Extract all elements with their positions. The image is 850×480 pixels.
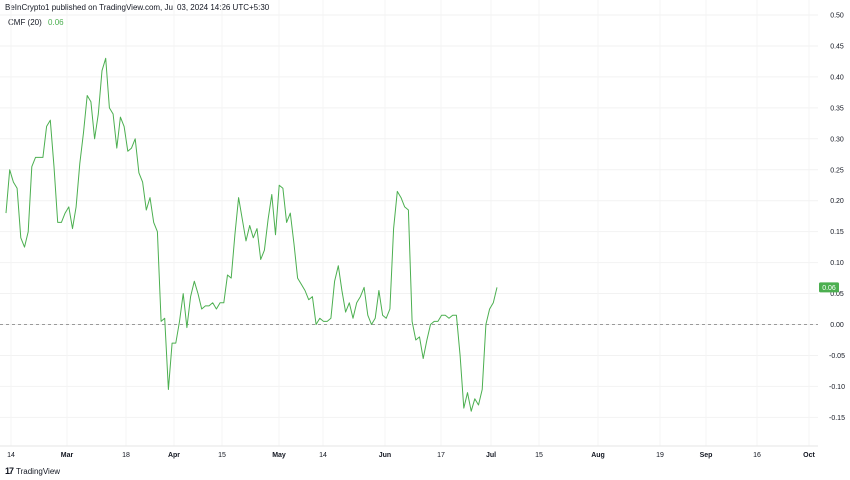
indicator-legend: CMF (20) 0.06 <box>8 18 64 27</box>
x-tick-label: 14 <box>7 452 15 459</box>
y-tick-label: 0.50 <box>830 13 844 20</box>
y-tick-label: 0.45 <box>830 43 844 50</box>
x-tick-label: Aug <box>591 452 605 459</box>
indicator-value: 0.06 <box>48 18 64 27</box>
y-axis: 0.50 0.45 0.40 0.35 0.30 0.25 0.20 0.15 0.10 0.05… <box>829 13 845 422</box>
x-tick-label: 17 <box>437 452 445 459</box>
y-tick-label: -0.05 <box>829 353 845 360</box>
y-tick-label: 0.25 <box>830 167 844 174</box>
x-tick-label: Mar <box>61 452 74 459</box>
last-value-badge <box>819 282 839 293</box>
x-tick-label: 19 <box>656 452 664 459</box>
last-value-text: 0.06 <box>822 285 836 292</box>
y-tick-label: 0.00 <box>830 322 844 329</box>
y-tick-label: 0.35 <box>830 105 844 112</box>
y-tick-label: 0.30 <box>830 136 844 143</box>
tradingview-logo-icon: 17 <box>5 466 14 476</box>
last-value-marker: 0.06 <box>819 282 839 293</box>
x-tick-label: 15 <box>535 452 543 459</box>
cmf-series-line <box>5 57 498 412</box>
x-tick-label: 18 <box>122 452 130 459</box>
series-group <box>5 57 498 412</box>
x-tick-label: Jun <box>379 452 391 459</box>
y-tick-label: 0.15 <box>830 229 844 236</box>
y-tick-label: 0.20 <box>830 198 844 205</box>
x-tick-label: 14 <box>319 452 327 459</box>
x-tick-label: 15 <box>218 452 226 459</box>
indicator-label: CMF (20) <box>8 18 42 27</box>
y-tick-label: 0.05 <box>830 291 844 298</box>
x-axis: 14 Mar 18 Apr 15 May 14 Jun 17 Jul 15 Aug 19 Sep 16 Oct <box>7 452 815 459</box>
y-tick-label: 0.10 <box>830 260 844 267</box>
tradingview-logo[interactable]: 17 TradingView <box>5 466 60 476</box>
grid-lines <box>0 0 818 446</box>
x-tick-label: Sep <box>700 452 713 459</box>
x-tick-label: Apr <box>168 452 180 459</box>
y-tick-label: 0.40 <box>830 74 844 81</box>
x-tick-label: May <box>272 452 286 459</box>
y-tick-label: -0.10 <box>829 384 845 391</box>
publish-header: BeInCrypto1 published on TradingView.com… <box>5 3 270 12</box>
x-tick-label: Oct <box>803 452 815 459</box>
tradingview-logo-text: TradingView <box>16 466 61 476</box>
x-tick-label: Jul <box>486 452 496 459</box>
x-tick-label: 16 <box>753 452 761 459</box>
y-tick-label: -0.15 <box>829 415 845 422</box>
